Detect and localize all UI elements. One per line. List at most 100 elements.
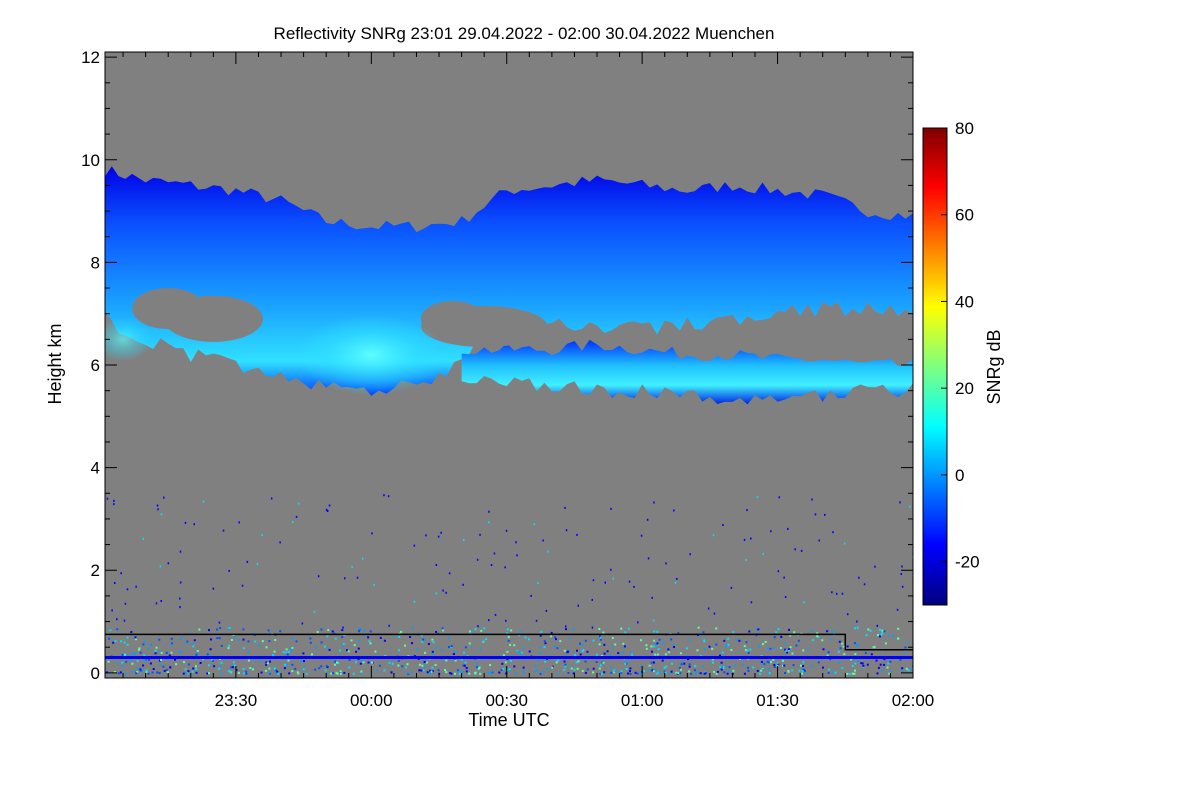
clutter-speckle bbox=[267, 629, 270, 632]
clutter-speckle bbox=[904, 646, 907, 649]
clutter-speckle bbox=[598, 628, 601, 630]
clutter-speckle bbox=[654, 668, 657, 671]
noise-speckle bbox=[445, 591, 447, 594]
clutter-speckle bbox=[195, 653, 198, 656]
clutter-speckle bbox=[611, 645, 614, 648]
noise-speckle bbox=[874, 565, 876, 568]
clutter-speckle bbox=[719, 665, 722, 668]
noise-speckle bbox=[184, 521, 187, 524]
clutter-speckle bbox=[857, 644, 860, 646]
clutter-speckle bbox=[129, 659, 132, 662]
clutter-speckle bbox=[543, 646, 546, 649]
clutter-speckle bbox=[655, 672, 658, 675]
clutter-speckle bbox=[147, 647, 150, 650]
clutter-speckle bbox=[474, 672, 477, 675]
noise-speckle bbox=[106, 497, 109, 500]
clutter-speckle bbox=[544, 642, 547, 645]
noise-speckle bbox=[388, 624, 390, 627]
noise-speckle bbox=[777, 570, 780, 573]
clutter-speckle bbox=[722, 666, 725, 668]
clutter-speckle bbox=[431, 638, 434, 641]
noise-speckle bbox=[516, 554, 518, 557]
clutter-speckle bbox=[285, 648, 288, 651]
clutter-speckle bbox=[574, 654, 576, 657]
clutter-speckle bbox=[881, 669, 884, 672]
clutter-speckle bbox=[636, 672, 639, 675]
clutter-speckle bbox=[165, 651, 168, 654]
clutter-speckle bbox=[665, 665, 668, 668]
clutter-speckle bbox=[450, 646, 453, 649]
chart-title: Reflectivity SNRg 23:01 29.04.2022 - 02:… bbox=[274, 24, 775, 43]
clutter-speckle bbox=[584, 660, 587, 663]
clutter-speckle bbox=[119, 671, 122, 674]
clutter-speckle bbox=[478, 666, 481, 669]
clutter-speckle bbox=[353, 644, 356, 647]
clutter-speckle bbox=[703, 672, 706, 675]
clutter-speckle bbox=[447, 637, 450, 640]
clutter-speckle bbox=[135, 672, 138, 675]
clutter-speckle bbox=[159, 663, 162, 666]
clutter-speckle bbox=[542, 671, 545, 674]
noise-speckle bbox=[159, 565, 162, 568]
clutter-speckle bbox=[390, 671, 393, 674]
clutter-speckle bbox=[195, 668, 198, 671]
clutter-speckle bbox=[654, 643, 657, 646]
noise-speckle bbox=[356, 576, 359, 579]
clutter-speckle bbox=[420, 634, 423, 637]
clutter-speckle bbox=[502, 668, 505, 670]
clutter-speckle bbox=[123, 653, 126, 656]
clutter-speckle bbox=[350, 639, 353, 642]
clutter-speckle bbox=[170, 642, 173, 645]
clutter-speckle bbox=[145, 670, 148, 673]
clutter-speckle bbox=[755, 628, 758, 631]
clutter-speckle bbox=[598, 643, 601, 646]
reflectivity-core bbox=[105, 317, 154, 362]
noise-speckle bbox=[477, 625, 479, 628]
clutter-speckle bbox=[627, 672, 630, 675]
clutter-speckle bbox=[773, 666, 776, 668]
clutter-speckle bbox=[416, 648, 419, 651]
clutter-speckle bbox=[187, 670, 190, 673]
clutter-speckle bbox=[320, 641, 323, 644]
clutter-speckle bbox=[832, 671, 835, 674]
clutter-speckle bbox=[121, 661, 124, 664]
clutter-speckle bbox=[276, 670, 279, 673]
clutter-speckle bbox=[369, 642, 372, 645]
clutter-speckle bbox=[347, 650, 350, 653]
colorbar-tick-label: 60 bbox=[955, 206, 974, 225]
clutter-speckle bbox=[833, 630, 836, 633]
clutter-speckle bbox=[144, 640, 146, 643]
clutter-speckle bbox=[628, 627, 630, 630]
clutter-speckle bbox=[169, 666, 172, 669]
noise-speckle bbox=[317, 575, 320, 578]
y-tick-label: 0 bbox=[91, 664, 100, 683]
clutter-speckle bbox=[343, 671, 346, 674]
colorbar-tick-label: 0 bbox=[955, 466, 964, 485]
clutter-speckle bbox=[811, 665, 814, 668]
clutter-speckle bbox=[425, 661, 428, 664]
clutter-speckle bbox=[879, 663, 882, 666]
clutter-speckle bbox=[175, 663, 178, 666]
noise-speckle bbox=[783, 576, 785, 579]
clutter-speckle bbox=[315, 646, 318, 649]
clutter-speckle bbox=[520, 651, 523, 654]
clutter-speckle bbox=[680, 668, 682, 671]
clutter-speckle bbox=[355, 650, 358, 653]
clutter-speckle bbox=[210, 638, 212, 641]
noise-speckle bbox=[124, 602, 127, 605]
clutter-speckle bbox=[208, 654, 211, 657]
clutter-speckle bbox=[854, 653, 857, 656]
clutter-speckle bbox=[610, 671, 613, 674]
clutter-speckle bbox=[719, 654, 721, 657]
noise-speckle bbox=[794, 548, 796, 551]
clutter-speckle bbox=[727, 643, 730, 646]
clutter-speckle bbox=[803, 669, 806, 672]
clutter-speckle bbox=[570, 667, 573, 670]
clutter-speckle bbox=[362, 661, 365, 664]
colorbar-tick-label: 80 bbox=[955, 119, 974, 138]
noise-speckle bbox=[218, 621, 221, 624]
clutter-speckle bbox=[658, 638, 661, 641]
noise-speckle bbox=[577, 604, 579, 607]
noise-speckle bbox=[123, 619, 126, 622]
clutter-speckle bbox=[712, 661, 714, 664]
